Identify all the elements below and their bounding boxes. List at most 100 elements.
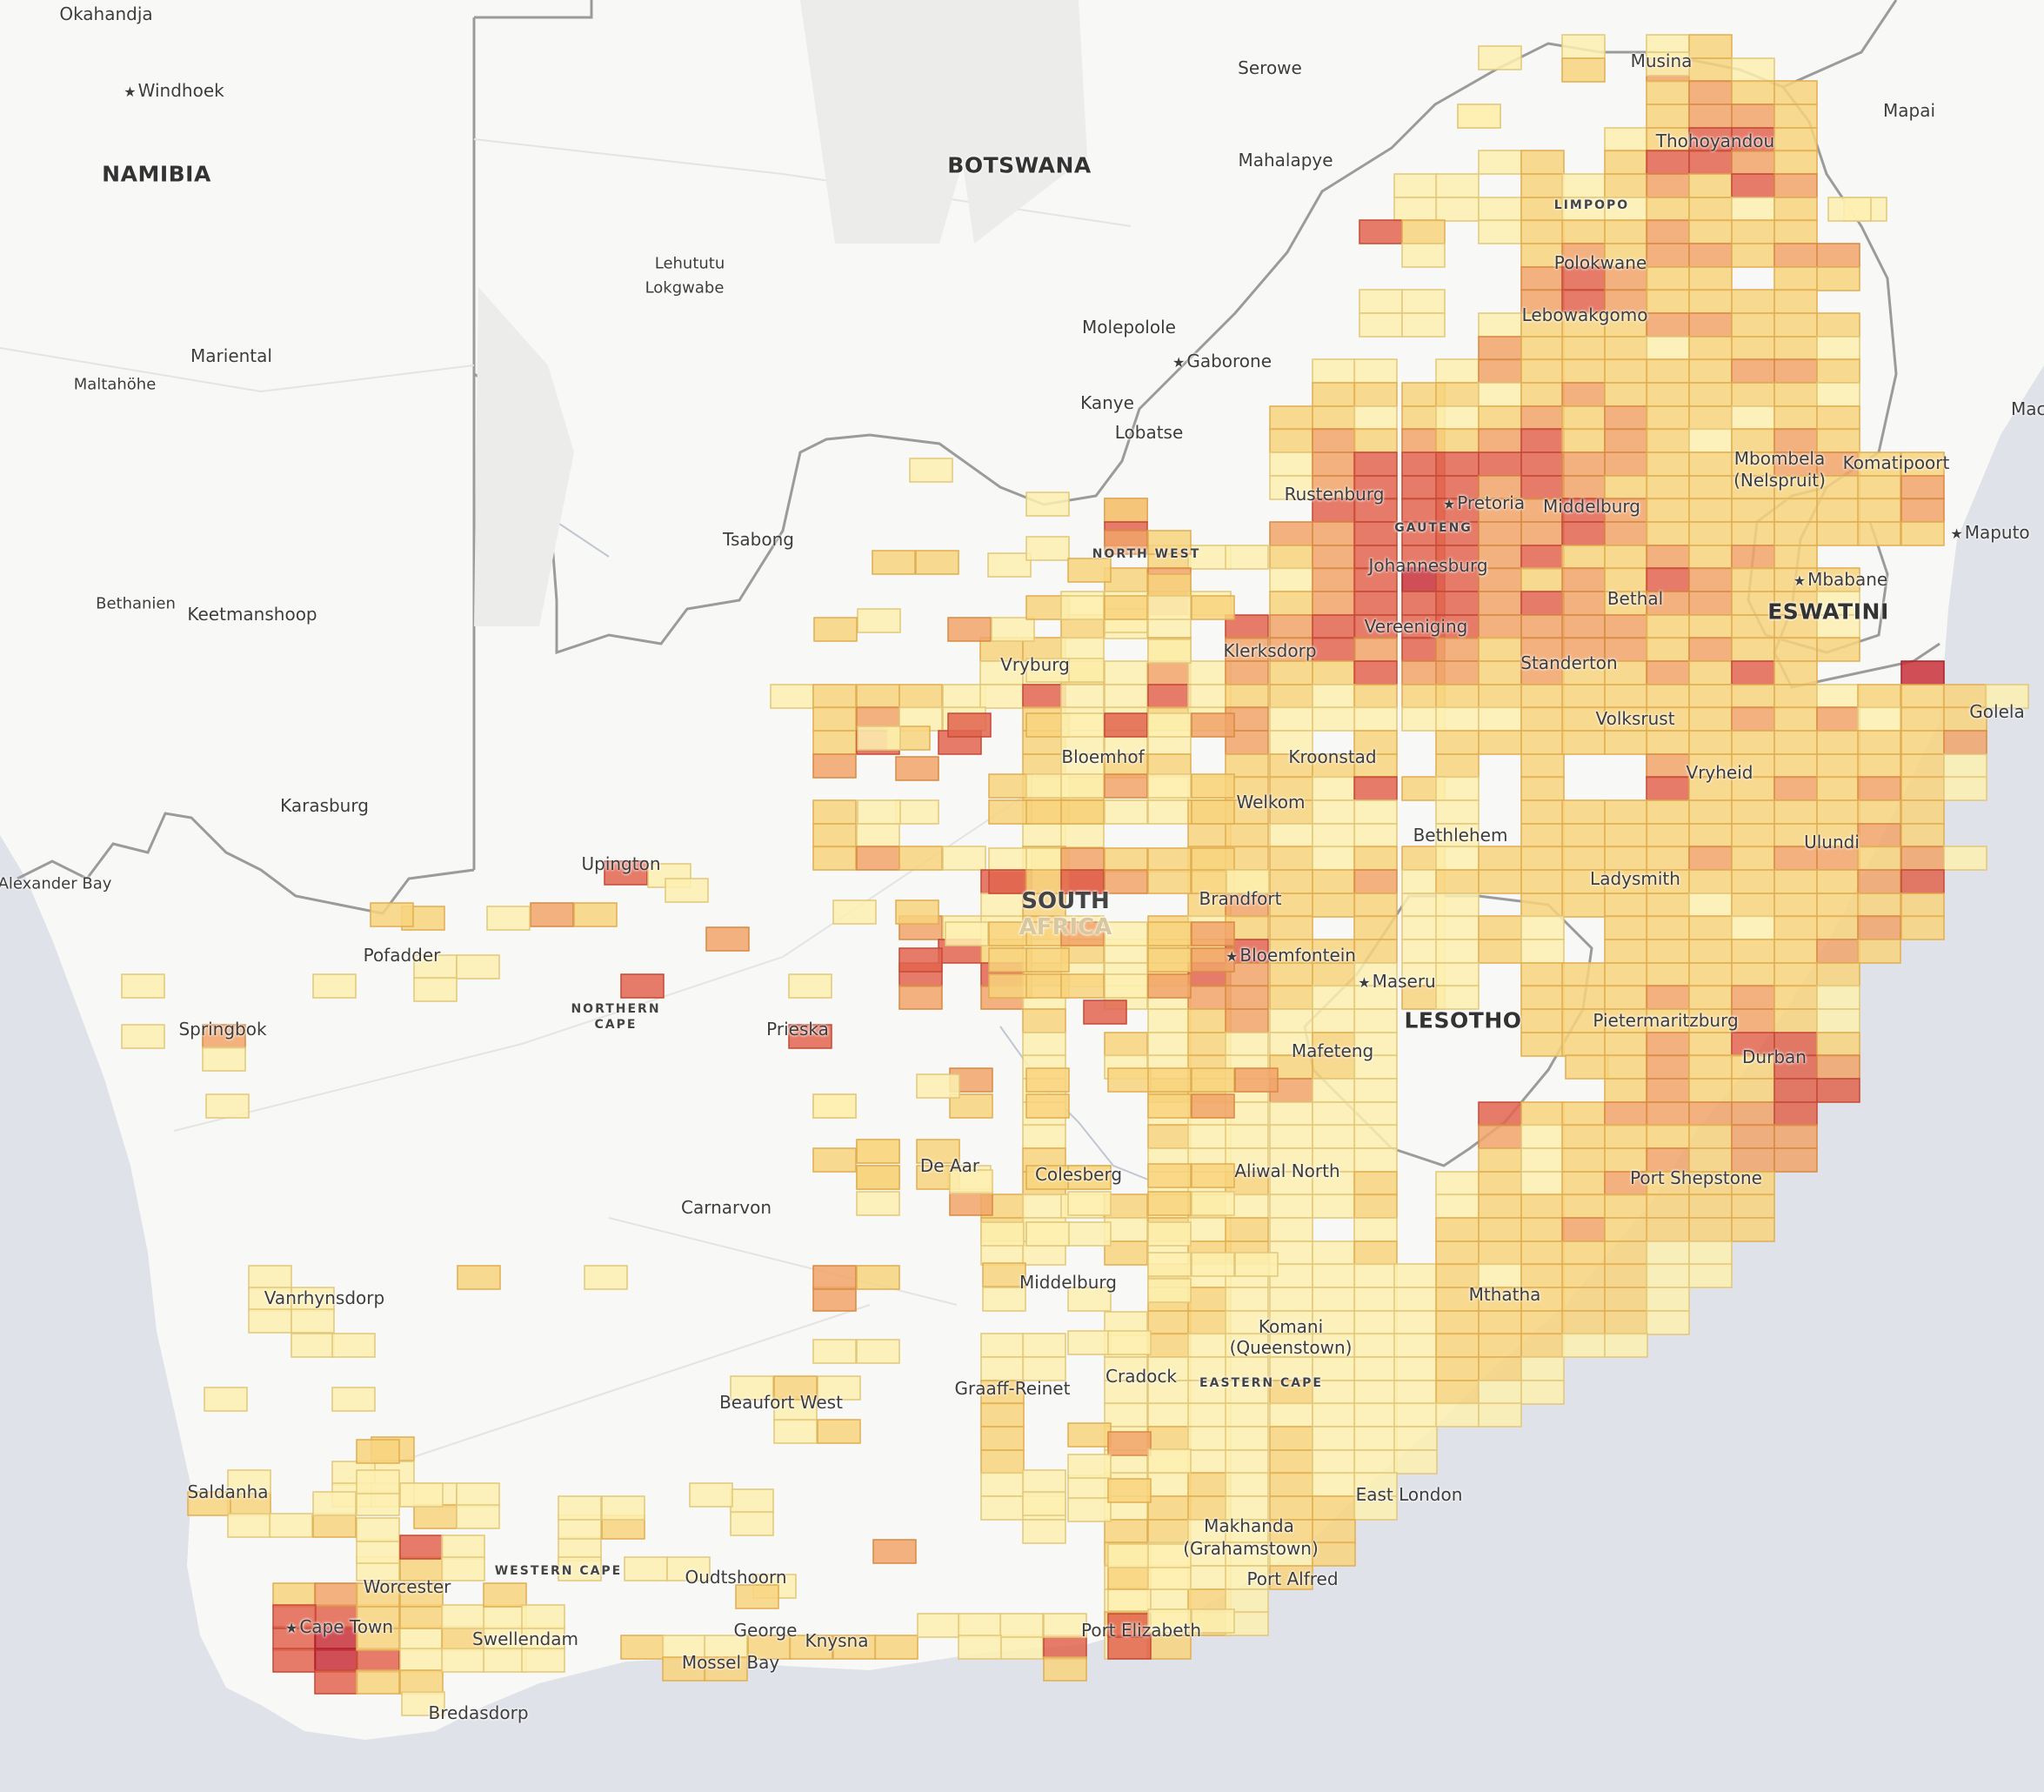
heat-cell <box>1353 521 1398 546</box>
heat-cell <box>856 1265 900 1290</box>
heat-cell <box>1104 498 1148 523</box>
place-label: Mossel Bay <box>681 1652 780 1673</box>
heat-cell <box>1520 336 1565 361</box>
heat-cell <box>1147 1426 1192 1451</box>
heat-cell <box>1312 1449 1356 1474</box>
heat-cell <box>1604 405 1648 431</box>
heat-cell <box>1312 1194 1356 1219</box>
heat-cell <box>730 1488 774 1514</box>
heat-cell <box>1731 1032 1775 1057</box>
heat-cell <box>1393 1426 1438 1451</box>
heat-cell <box>856 1165 900 1190</box>
heat-cell <box>1816 915 1860 940</box>
heat-cell <box>770 684 814 709</box>
heat-cell <box>1561 1194 1606 1219</box>
heat-cell <box>1731 1171 1775 1196</box>
heat-cell <box>1773 706 1818 732</box>
heat-cell <box>1060 869 1105 894</box>
heat-cell <box>898 846 943 871</box>
heat-cell <box>666 1556 711 1581</box>
place-label: (Grahamstown) <box>1183 1538 1319 1559</box>
heat-cell <box>1731 753 1775 779</box>
heat-cell <box>1731 80 1775 105</box>
heat-cell <box>1773 80 1818 105</box>
heat-cell <box>1353 706 1398 732</box>
heat-cell <box>1731 567 1775 592</box>
heat-cell <box>1312 1263 1356 1288</box>
heat-cell <box>1401 312 1446 338</box>
heat-cell <box>1312 451 1356 477</box>
heat-cell <box>1478 591 1522 616</box>
heat-cell <box>817 1419 861 1444</box>
heat-cell <box>1269 776 1313 801</box>
heat-cell <box>1225 985 1269 1010</box>
heat-cell <box>857 608 901 633</box>
heat-cell <box>1435 358 1480 384</box>
heat-cell <box>1520 846 1565 871</box>
heat-cell <box>1604 219 1648 244</box>
heat-cell <box>1646 336 1690 361</box>
heat-cell <box>1731 1194 1775 1219</box>
heat-cell <box>1646 591 1690 616</box>
heat-cell <box>1688 985 1733 1010</box>
heat-cell <box>1478 614 1522 639</box>
heat-cell <box>1731 312 1775 338</box>
heat-cell <box>1604 1240 1648 1266</box>
heat-cell <box>1688 776 1733 801</box>
heat-cell <box>1688 57 1733 83</box>
heat-cell <box>248 1308 292 1334</box>
place-label: Carnarvon <box>681 1197 772 1218</box>
heat-cell <box>1393 1263 1438 1288</box>
heat-cell <box>1353 753 1398 779</box>
heat-cell <box>1107 1587 1152 1612</box>
heat-cell <box>1435 869 1480 894</box>
heat-cell <box>1731 1101 1775 1127</box>
heat-cell <box>1191 1191 1235 1216</box>
heat-cell <box>1353 1217 1398 1242</box>
heat-cell <box>1561 567 1606 592</box>
heat-cell <box>1561 1032 1606 1057</box>
heat-cell <box>1688 660 1733 685</box>
heat-cell <box>832 1635 877 1660</box>
heat-cell <box>1478 684 1522 709</box>
heat-cell <box>1900 498 1945 523</box>
heat-cell <box>1312 1124 1356 1149</box>
heat-cell <box>1067 1287 1112 1312</box>
heat-cell <box>1187 660 1232 685</box>
heat-cell <box>1857 823 1901 848</box>
heat-cell <box>1478 1217 1522 1242</box>
heat-cell <box>604 860 648 886</box>
place-label: (Queenstown) <box>1229 1337 1353 1358</box>
heat-cell <box>1773 173 1818 198</box>
place-label: Colesberg <box>1034 1164 1123 1185</box>
heat-cell <box>370 902 414 927</box>
heat-cell <box>662 1656 706 1682</box>
heat-cell <box>1646 823 1690 848</box>
heat-cell <box>1187 1287 1232 1312</box>
heat-cell <box>1435 706 1480 732</box>
heat-cell <box>1520 1008 1565 1033</box>
heat-cell <box>1688 150 1733 175</box>
heat-cell <box>1604 706 1648 732</box>
heat-cell <box>980 1221 1025 1247</box>
heat-cell <box>483 1582 527 1608</box>
heat-cell <box>988 973 1032 999</box>
heat-cell <box>1688 498 1733 523</box>
heat-cell <box>1393 1402 1438 1428</box>
heat-cell <box>1561 846 1606 871</box>
heat-cell <box>1900 451 1945 477</box>
heat-cell <box>1646 846 1690 871</box>
heat-cell <box>980 1380 1025 1405</box>
place-label: Serowe <box>1238 57 1302 78</box>
heat-cell <box>1269 1310 1313 1335</box>
place-label: Bloemhof <box>1061 746 1145 767</box>
heat-cell <box>1604 823 1648 848</box>
heat-cell <box>1067 1165 1112 1190</box>
heat-cell <box>1857 706 1901 732</box>
heat-cell <box>1269 706 1313 732</box>
heat-cell <box>812 706 857 732</box>
heat-cell <box>1269 985 1313 1010</box>
heat-cell <box>812 846 857 871</box>
heat-cell <box>1435 1263 1480 1288</box>
